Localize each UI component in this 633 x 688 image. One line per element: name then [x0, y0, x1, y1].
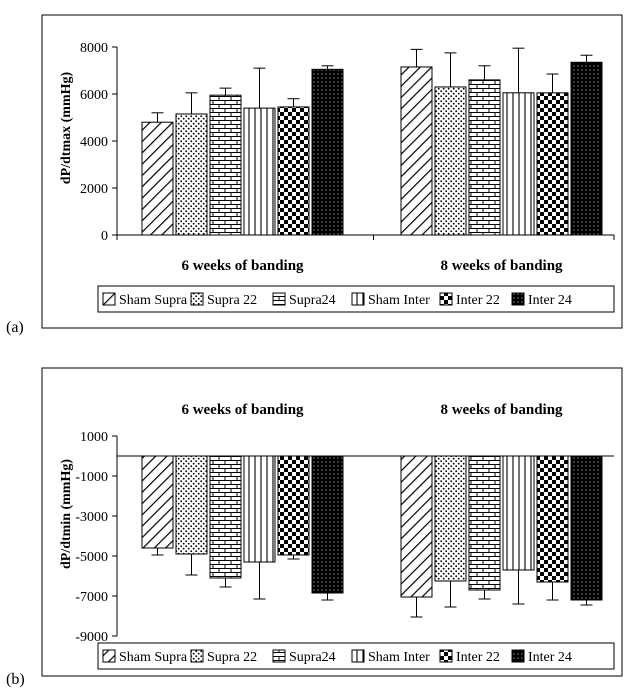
legend-label: Inter 24: [528, 293, 572, 308]
bar: [209, 94, 242, 236]
panel-a-axes: 0 2000 4000 6000 8000: [80, 41, 615, 244]
bar: [141, 121, 174, 236]
panel-b-ylabel: dP/dtmin (mmHg): [59, 459, 74, 569]
y-tick-label: 8000: [80, 41, 108, 56]
legend-swatch: [351, 292, 365, 306]
bar: [209, 455, 242, 579]
panel-a-border: [41, 14, 623, 329]
panel-b-bars: [141, 455, 603, 618]
bar: [243, 107, 276, 236]
bar: [277, 455, 310, 556]
bar: [468, 455, 501, 591]
y-tick-label: -9000: [75, 630, 108, 645]
y-tick-label: 6000: [80, 88, 108, 103]
bar: [468, 79, 501, 236]
y-tick-label: 2000: [80, 182, 108, 197]
y-tick-label: -5000: [75, 550, 108, 565]
y-tick-label: -7000: [75, 590, 108, 605]
panel-a-legend: Sham Supra Supra 22 Supra24 Sham Inter Inter…: [97, 285, 615, 313]
panel-b-axes: 1000 -1000 -3000 -5000 -7000 -9000: [75, 430, 614, 645]
legend-label: Sham Supra: [119, 293, 188, 308]
bar: [570, 455, 603, 601]
panel-a-category-labels: 6 weeks of banding 8 weeks of banding: [181, 258, 563, 274]
bar: [277, 106, 310, 236]
bar: [311, 455, 344, 594]
category-label: 8 weeks of banding: [440, 258, 563, 274]
panel-b-label: (b): [6, 671, 25, 688]
bar: [243, 455, 276, 563]
legend-swatch: [439, 649, 453, 663]
legend-swatch: [190, 292, 204, 306]
bar: [570, 61, 603, 236]
panel-b-legend: Sham Supra Supra 22 Supra24 Sham Inter Inter…: [97, 642, 615, 670]
bar: [175, 113, 208, 236]
y-tick-label: -1000: [75, 470, 108, 485]
legend-swatch: [272, 292, 286, 306]
bar: [141, 455, 174, 549]
panel-b-category-labels: 6 weeks of banding 8 weeks of banding: [181, 402, 563, 418]
y-tick-label: 4000: [80, 135, 108, 150]
y-tick-label: 1000: [80, 430, 108, 445]
y-tick-label: 0: [101, 229, 108, 244]
bar: [311, 68, 344, 236]
bar: [434, 455, 467, 582]
chart-panel-b: (b) dP/dtmin (mmHg) 1000 -1000 -3000 -5000 -…: [6, 367, 623, 688]
legend-label: Supra24: [289, 293, 336, 308]
category-label: 8 weeks of banding: [440, 402, 563, 418]
legend-swatch: [190, 649, 204, 663]
legend-swatch: [102, 649, 116, 663]
bar: [434, 86, 467, 236]
legend-swatch: [272, 649, 286, 663]
bar: [400, 66, 433, 236]
bar: [536, 455, 569, 583]
panel-a-label: (a): [6, 319, 24, 336]
legend-swatch: [102, 292, 116, 306]
legend-label: Sham Inter: [368, 650, 430, 665]
legend-label: Sham Supra: [119, 650, 188, 665]
legend-label: Inter 22: [456, 293, 500, 308]
legend-swatch: [351, 649, 365, 663]
chart-panel-a: (a) dP/dtmax (mmHg) 0 2000 4000 6000 8000 6 …: [6, 14, 623, 336]
legend-label: Inter 24: [528, 650, 572, 665]
legend-label: Inter 22: [456, 650, 500, 665]
legend-label: Sham Inter: [368, 293, 430, 308]
category-label: 6 weeks of banding: [181, 258, 304, 274]
legend-label: Supra 22: [207, 650, 257, 665]
panel-b-border: [41, 367, 623, 677]
bar: [175, 455, 208, 555]
legend-label: Supra 22: [207, 293, 257, 308]
legend-label: Supra24: [289, 650, 336, 665]
legend-swatch: [511, 292, 525, 306]
panel-a-ylabel: dP/dtmax (mmHg): [59, 71, 74, 184]
bar: [502, 455, 535, 571]
bar: [502, 92, 535, 236]
bar: [400, 455, 433, 598]
panel-a-bars: [141, 47, 603, 236]
y-tick-label: -3000: [75, 510, 108, 525]
category-label: 6 weeks of banding: [181, 402, 304, 418]
legend-swatch: [439, 292, 453, 306]
bar: [536, 92, 569, 236]
legend-swatch: [511, 649, 525, 663]
